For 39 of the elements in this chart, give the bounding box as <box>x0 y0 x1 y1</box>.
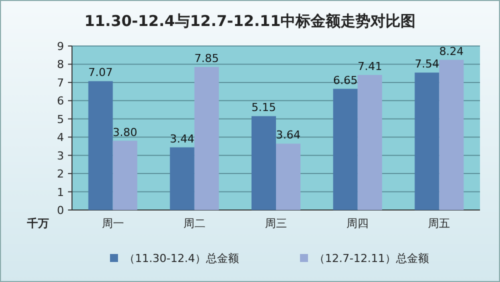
data-label: 7.41 <box>358 60 382 73</box>
y-tick-label: 1 <box>57 186 64 199</box>
data-label: 7.07 <box>88 66 113 80</box>
x-tick-label: 周一 <box>102 217 124 230</box>
bar <box>88 81 113 210</box>
y-tick-label: 7 <box>57 76 64 90</box>
y-tick-label: 9 <box>57 40 64 53</box>
y-tick-label: 4 <box>57 131 64 144</box>
bar <box>170 147 194 210</box>
data-label: 7.85 <box>194 52 219 65</box>
bar <box>276 144 300 210</box>
chart-title: 11.30-12.4与12.7-12.11中标金额走势对比图 <box>84 12 416 30</box>
bar <box>439 60 464 210</box>
bar <box>414 72 440 210</box>
legend-label: （12.7-12.11）总金额 <box>314 252 429 265</box>
x-tick-label: 周三 <box>265 217 287 230</box>
y-tick-label: 6 <box>57 94 64 108</box>
bar <box>112 140 138 210</box>
data-label: 3.44 <box>170 132 194 146</box>
y-tick-label: 0 <box>57 204 64 217</box>
x-tick-label: 周二 <box>183 217 206 230</box>
bar <box>252 116 276 210</box>
y-tick-label: 8 <box>57 58 64 72</box>
data-label: 3.80 <box>112 126 138 139</box>
data-label: 3.64 <box>276 128 300 142</box>
y-axis-title: 千万 <box>26 217 49 230</box>
data-label: 5.15 <box>252 101 276 114</box>
bar <box>333 88 358 210</box>
legend-label: （11.30-12.4）总金额 <box>124 252 239 265</box>
bar <box>194 66 219 210</box>
y-tick-label: 2 <box>57 168 64 181</box>
data-label: 8.24 <box>439 44 464 58</box>
data-label: 6.65 <box>333 74 358 87</box>
x-tick-label: 周五 <box>428 217 450 230</box>
y-tick-label: 5 <box>57 112 64 126</box>
y-tick-label: 3 <box>57 149 64 162</box>
data-label: 7.54 <box>414 58 440 71</box>
bar <box>358 74 382 210</box>
x-tick-label: 周四 <box>346 217 369 230</box>
